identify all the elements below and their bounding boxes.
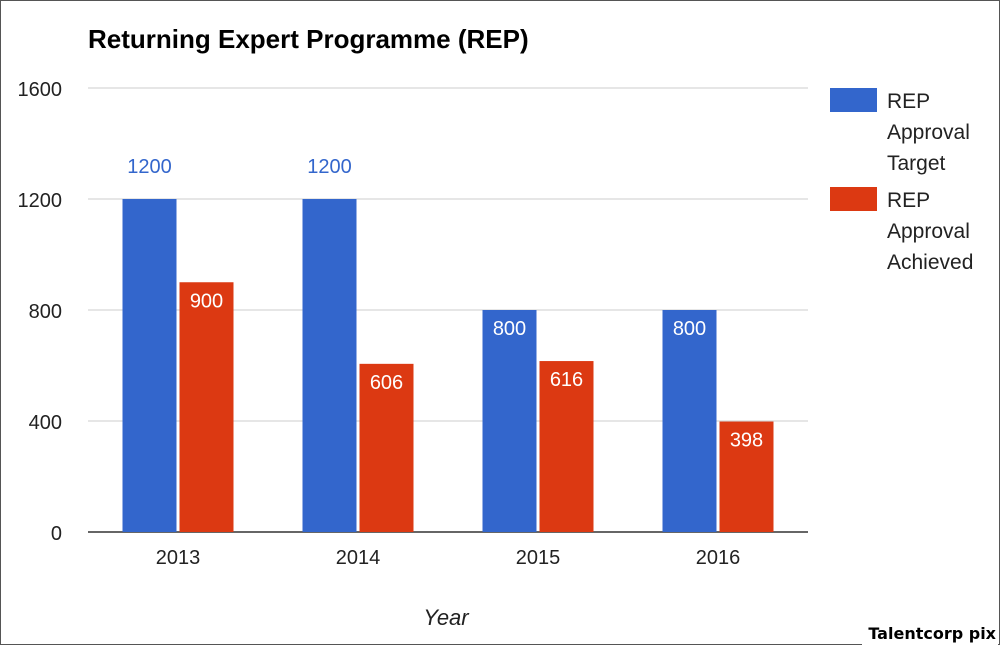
legend-swatch bbox=[830, 88, 877, 112]
data-label: 616 bbox=[550, 369, 583, 391]
data-label: 606 bbox=[370, 372, 403, 394]
y-tick-label: 1200 bbox=[18, 190, 63, 212]
data-label: 900 bbox=[190, 290, 223, 312]
bar-achieved bbox=[359, 363, 414, 532]
y-tick-label: 0 bbox=[51, 523, 62, 545]
x-tick-label: 2013 bbox=[156, 547, 201, 569]
bar-achieved bbox=[179, 282, 234, 532]
x-tick-label: 2015 bbox=[516, 547, 561, 569]
x-axis-label: Year bbox=[423, 605, 470, 630]
bar-achieved bbox=[539, 361, 594, 532]
x-tick-label: 2016 bbox=[696, 547, 741, 569]
image-credit: Talentcorp pix bbox=[862, 622, 998, 645]
data-label: 800 bbox=[673, 318, 706, 340]
bar-achieved bbox=[719, 421, 774, 532]
legend-label: REP Approval Achieved bbox=[887, 189, 973, 274]
legend-label: REP Approval Target bbox=[887, 90, 970, 175]
bar-target bbox=[122, 199, 177, 532]
data-label: 1200 bbox=[307, 156, 352, 178]
chart-title: Returning Expert Programme (REP) bbox=[88, 24, 529, 54]
y-tick-label: 1600 bbox=[18, 79, 63, 101]
data-label: 1200 bbox=[127, 156, 172, 178]
data-label: 800 bbox=[493, 318, 526, 340]
y-tick-label: 400 bbox=[29, 412, 62, 434]
bar-target bbox=[302, 199, 357, 532]
bar-target bbox=[662, 310, 717, 532]
legend-swatch bbox=[830, 187, 877, 211]
data-label: 398 bbox=[730, 430, 763, 452]
x-tick-label: 2014 bbox=[336, 547, 381, 569]
bar-target bbox=[482, 310, 537, 532]
y-tick-label: 800 bbox=[29, 301, 62, 323]
